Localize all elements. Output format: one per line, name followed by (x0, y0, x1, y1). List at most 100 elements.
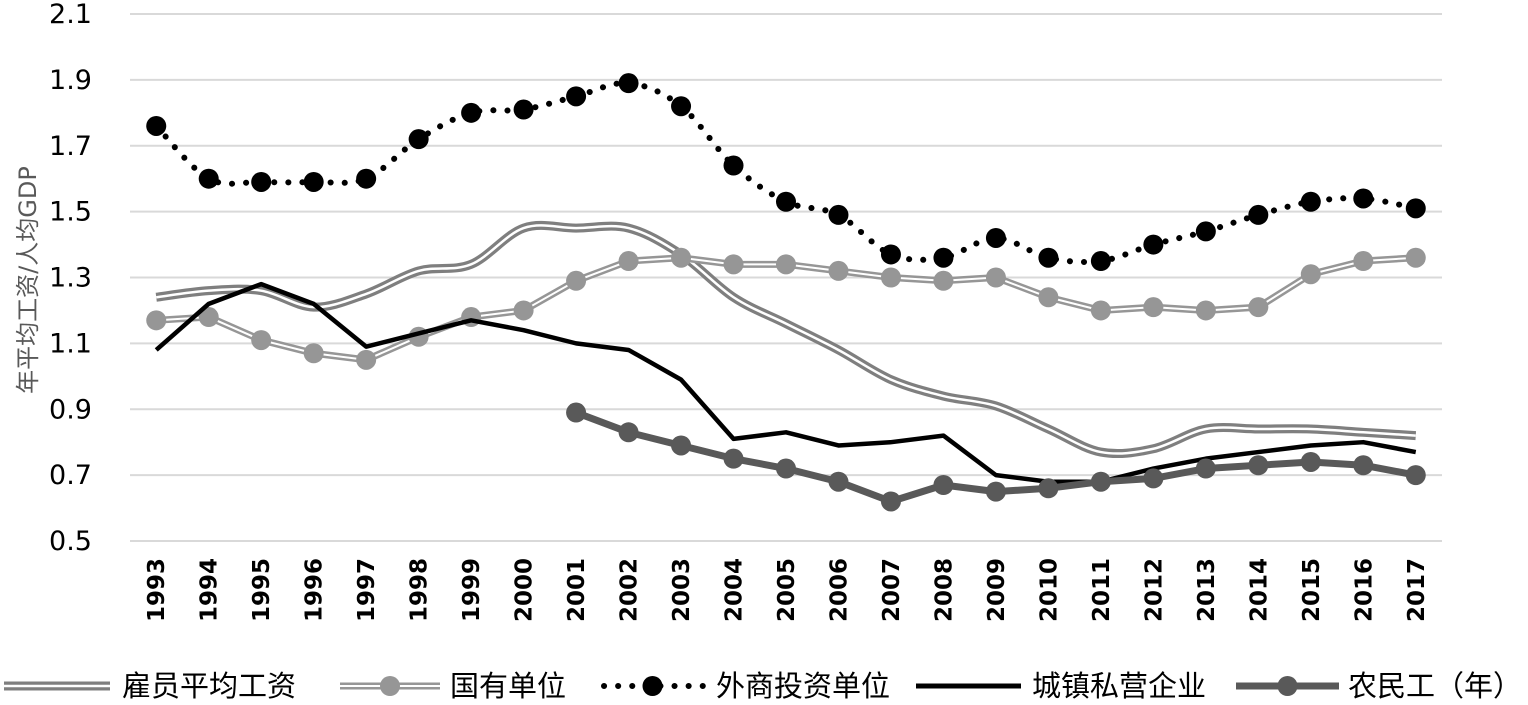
data-point (1353, 455, 1374, 476)
data-point (1038, 247, 1059, 268)
data-point (461, 102, 482, 123)
series-0 (155, 220, 1417, 458)
x-tick-label: 1998 (407, 558, 433, 622)
x-tick-label: 2004 (722, 558, 748, 622)
data-point (880, 491, 901, 512)
x-tick-label: 2013 (1194, 558, 1220, 622)
data-point (933, 270, 954, 291)
x-tick-label: 2003 (669, 558, 695, 622)
y-tick-label: 1.3 (49, 263, 92, 294)
x-tick-label: 2005 (774, 558, 800, 622)
data-point (723, 448, 744, 469)
x-tick-label: 2002 (617, 558, 643, 622)
x-tick-label: 1993 (144, 558, 170, 622)
series-2 (146, 73, 1426, 272)
data-point (1195, 458, 1216, 479)
x-tick-label: 2006 (826, 558, 852, 622)
data-point (198, 168, 219, 189)
y-tick-label: 2.1 (49, 0, 92, 30)
data-point (1405, 465, 1426, 486)
x-tick-label: 2000 (512, 558, 538, 622)
data-point (1038, 287, 1059, 308)
data-point (1300, 264, 1321, 285)
data-point (1143, 297, 1164, 318)
y-tick-label: 0.9 (49, 394, 92, 425)
y-tick-label: 0.7 (49, 460, 92, 491)
data-point (985, 267, 1006, 288)
x-tick-label: 1997 (354, 558, 380, 622)
data-point (146, 310, 167, 331)
data-point (671, 247, 692, 268)
data-point (723, 254, 744, 275)
data-point (1248, 455, 1269, 476)
data-point (618, 251, 639, 272)
x-tick-label: 1996 (302, 558, 328, 622)
data-point (776, 191, 796, 212)
data-point (198, 307, 219, 328)
series-1 (146, 247, 1426, 370)
x-tick-label: 2014 (1246, 558, 1272, 622)
data-point (1405, 247, 1426, 268)
legend-label: 外商投资单位 (716, 669, 890, 701)
data-point (1353, 251, 1374, 272)
x-tick-label: 2008 (931, 558, 957, 622)
data-point (828, 471, 849, 492)
data-point (1248, 297, 1269, 318)
data-point (408, 129, 429, 150)
data-point (880, 244, 901, 265)
data-point (1300, 191, 1321, 212)
data-point (671, 96, 692, 117)
data-point (776, 458, 796, 479)
legend-item: 雇员平均工资 (4, 669, 296, 703)
series-line-inner (156, 224, 1416, 455)
data-point (1353, 188, 1374, 209)
data-point (251, 330, 272, 351)
y-axis-label: 年平均工资/人均GDP (14, 166, 42, 394)
data-point (1405, 198, 1426, 219)
data-point (1090, 471, 1111, 492)
x-tick-label: 1995 (249, 558, 275, 622)
data-point (723, 155, 744, 176)
series-3 (154, 281, 1417, 484)
x-tick-label: 2017 (1404, 558, 1430, 622)
data-point (303, 343, 324, 364)
x-tick-label: 2016 (1351, 558, 1377, 622)
data-point (828, 204, 849, 225)
data-point (618, 73, 639, 94)
legend-item: 农民工（年） (1236, 669, 1522, 703)
data-point (513, 99, 534, 120)
data-point (985, 227, 1006, 248)
data-point (1248, 204, 1269, 225)
legend-marker (1277, 676, 1298, 696)
data-point (1090, 251, 1111, 272)
legend-item: 外商投资单位 (601, 669, 890, 703)
data-point (985, 481, 1006, 502)
data-point (566, 270, 587, 291)
data-point (1143, 468, 1164, 489)
data-point (1195, 300, 1216, 321)
series-4 (566, 402, 1426, 512)
y-tick-label: 1.5 (49, 197, 92, 228)
data-point (251, 171, 272, 192)
data-point (933, 247, 954, 268)
x-tick-label: 2011 (1089, 558, 1115, 622)
data-point (513, 300, 534, 321)
y-tick-label: 0.5 (49, 526, 92, 557)
data-point (566, 402, 587, 423)
data-point (828, 260, 849, 281)
legend-item: 城镇私营企业 (916, 669, 1206, 703)
data-point (146, 115, 167, 136)
x-axis-ticks: 1993 1994 1995 1996 1997 1998 1999 2000 2001 2002… (144, 558, 1430, 622)
data-point (303, 171, 324, 192)
x-tick-label: 2015 (1299, 558, 1325, 622)
y-tick-label: 1.1 (49, 328, 92, 359)
legend-item: 国有单位 (340, 669, 566, 703)
legend-label: 城镇私营企业 (1032, 669, 1206, 701)
x-tick-label: 1994 (197, 558, 223, 622)
data-point (356, 168, 377, 189)
y-tick-label: 1.7 (49, 131, 92, 162)
legend-label: 国有单位 (450, 669, 566, 701)
series-line (154, 281, 1417, 484)
